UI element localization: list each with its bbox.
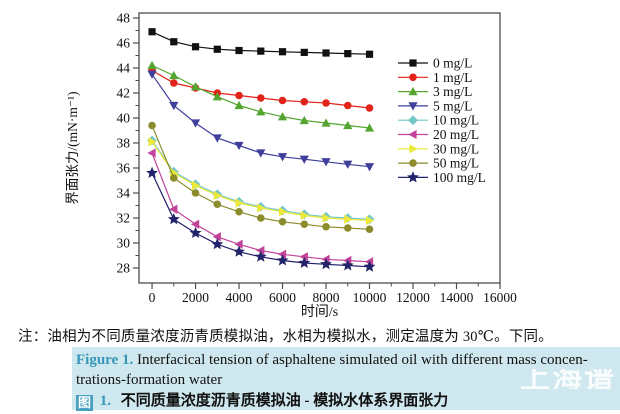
svg-text:10000: 10000	[353, 290, 387, 305]
caption-zh-text: 不同质量浓度沥青质模拟油 - 模拟水体系界面张力	[120, 393, 449, 409]
svg-text:46: 46	[117, 36, 131, 51]
series-10mgL	[147, 135, 375, 225]
svg-text:38: 38	[117, 136, 131, 151]
svg-text:32: 32	[117, 211, 131, 226]
series-100mgL	[146, 166, 376, 272]
legend: 0 mg/L1 mg/L3 mg/L5 mg/L10 mg/L20 mg/L30…	[398, 56, 486, 185]
series-20mgL	[147, 148, 374, 267]
svg-text:44: 44	[117, 61, 131, 76]
legend-label: 10 mg/L	[433, 113, 479, 128]
svg-text:2000: 2000	[182, 290, 209, 305]
legend-label: 30 mg/L	[433, 141, 479, 156]
caption-english-line2: trations-formation water	[76, 372, 223, 388]
y-axis: 28 30 32 34 36 38 40 42 44 46 48 界面张力/(mN·m⁻¹)	[65, 11, 139, 276]
series-50mgL	[148, 121, 374, 234]
chart-note: 注：油相为不同质量浓度沥青质模拟油，水相为模拟水，测定温度为 30℃。下同。	[18, 329, 553, 345]
legend-label: 5 mg/L	[433, 98, 472, 113]
svg-text:36: 36	[117, 161, 131, 176]
series-30mgL	[148, 137, 375, 226]
svg-text:30: 30	[117, 236, 131, 251]
series-5mgL	[147, 70, 375, 172]
svg-text:16000: 16000	[483, 290, 517, 305]
figure-caption: Figure 1. Interfacical tension of asphal…	[72, 347, 620, 411]
svg-text:40: 40	[117, 111, 131, 126]
y-axis-title: 界面张力/(mN·m⁻¹)	[65, 91, 80, 204]
svg-text:28: 28	[117, 261, 131, 276]
caption-english-line1: Figure 1. Interfacical tension of asphal…	[76, 350, 614, 370]
figure-label-zh-box: 图	[76, 395, 93, 411]
interfacial-tension-chart: 0 2000 4000 6000 8000 10000 12000 14000 16000 时间/…	[65, 11, 517, 321]
svg-text:8000: 8000	[313, 290, 340, 305]
legend-label: 0 mg/L	[433, 56, 472, 71]
legend-label: 3 mg/L	[433, 84, 472, 99]
svg-text:34: 34	[117, 186, 131, 201]
caption-chinese: 图 1. 不同质量浓度沥青质模拟油 - 模拟水体系界面张力	[76, 391, 614, 411]
legend-label: 1 mg/L	[433, 70, 472, 85]
figure-number-zh: 1.	[99, 393, 111, 409]
svg-text:0: 0	[149, 290, 156, 305]
x-axis-title: 时间/s	[301, 304, 338, 320]
legend-label: 20 mg/L	[433, 127, 479, 142]
series-1mgL	[148, 66, 374, 112]
series-3mgL	[147, 60, 375, 132]
figure-label-en: Figure 1.	[76, 352, 134, 368]
x-axis: 0 2000 4000 6000 8000 10000 12000 14000 16000 时间/…	[149, 283, 517, 320]
svg-text:6000: 6000	[269, 290, 296, 305]
svg-text:14000: 14000	[440, 290, 474, 305]
svg-text:48: 48	[117, 11, 131, 26]
series-0mgL	[148, 28, 374, 58]
svg-text:12000: 12000	[396, 290, 430, 305]
watermark: 上海谱	[520, 369, 616, 389]
caption-en-text1: Interfacical tension of asphaltene simul…	[136, 352, 588, 368]
plot-frame	[138, 12, 501, 284]
legend-label: 100 mg/L	[433, 170, 486, 185]
chart-svg: 0 2000 4000 6000 8000 10000 12000 14000 16000 时间/…	[65, 11, 517, 321]
legend-label: 50 mg/L	[433, 156, 479, 171]
svg-text:4000: 4000	[226, 290, 253, 305]
svg-text:42: 42	[117, 86, 131, 101]
